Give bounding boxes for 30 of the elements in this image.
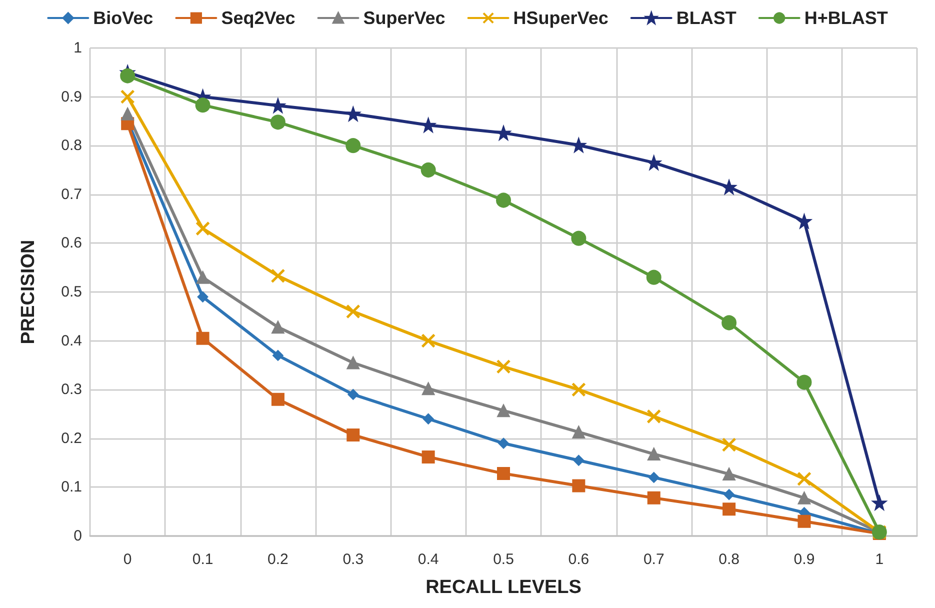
y-tick-label: 0.4: [61, 332, 82, 350]
x-tick-label: 0: [123, 551, 132, 568]
x-tick-label: 0.8: [718, 551, 740, 568]
y-tick-label: 0: [74, 528, 82, 544]
legend-label: BioVec: [93, 8, 154, 28]
x-tick-label: 0.4: [418, 551, 439, 568]
legend-label: H+BLAST: [804, 8, 888, 28]
legend-label: HSuperVec: [513, 8, 608, 28]
y-tick-label: 1: [74, 40, 82, 56]
y-tick-label: 0.7: [61, 186, 82, 203]
x-tick-label: 0.1: [192, 551, 214, 568]
y-tick-label: 0.1: [61, 478, 82, 496]
y-tick-label: 0.9: [61, 88, 82, 106]
x-tick-label: 0.5: [493, 551, 514, 568]
x-tick-label: 1: [875, 551, 884, 568]
y-tick-label: 0.8: [61, 137, 82, 154]
y-tick-label: 0.6: [61, 234, 82, 252]
x-tick-label: 0.7: [643, 551, 664, 568]
legend-label: Seq2Vec: [221, 8, 296, 28]
x-tick-label: 0.9: [794, 551, 815, 568]
x-axis-title: RECALL LEVELS: [426, 577, 582, 598]
x-tick-label: 0.2: [268, 551, 288, 568]
x-tick-label: 0.3: [342, 551, 364, 568]
y-tick-label: 0.5: [61, 284, 82, 300]
y-tick-label: 0.2: [61, 430, 82, 447]
y-axis-title: PRECISION: [18, 240, 39, 344]
legend-label: BLAST: [676, 8, 736, 28]
y-tick-label: 0.3: [61, 381, 82, 398]
legend-label: SuperVec: [363, 8, 446, 28]
x-tick-label: 0.6: [568, 551, 590, 568]
